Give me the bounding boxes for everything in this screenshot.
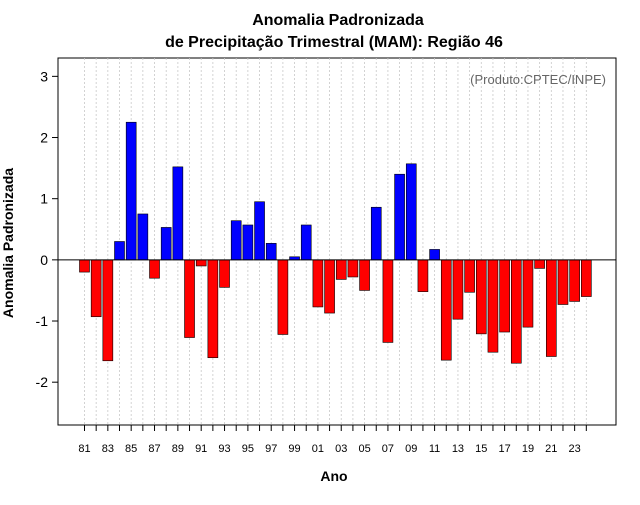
bar-1992 <box>207 259 219 359</box>
y-tick-label: -2 <box>36 374 49 390</box>
bar-2023 <box>569 259 580 302</box>
bar-1994 <box>230 220 242 261</box>
x-tick-label: 19 <box>522 443 534 455</box>
chart-title-line-2: de Precipitação Trimestral (MAM): Região… <box>165 34 503 51</box>
bar-1989 <box>172 166 184 261</box>
bar-1983 <box>102 259 114 362</box>
bar-2020 <box>534 259 545 269</box>
bar-2008 <box>394 173 405 261</box>
x-tick-label: 81 <box>78 443 90 455</box>
x-tick-label: 07 <box>382 443 394 455</box>
bar-2009 <box>405 163 417 261</box>
bar-2000 <box>300 224 312 261</box>
bar-2022 <box>557 259 569 305</box>
y-tick-label: 1 <box>40 191 48 207</box>
x-tick-label: 05 <box>358 443 370 455</box>
x-axis-title: Ano <box>320 468 347 484</box>
bar-1987 <box>149 259 160 279</box>
x-tick-label: 89 <box>172 443 184 455</box>
bar-2010 <box>417 259 429 292</box>
plot-frame <box>57 57 617 426</box>
grid-lines <box>84 58 587 425</box>
y-tick-label: 0 <box>40 252 48 268</box>
bar-1981 <box>79 259 90 273</box>
x-axis: 81 83 85 87 89 91 93 95 97 99 01 03 05 07 09 11 13 15 17 19… <box>78 425 587 455</box>
y-axis-title: Anomalia Padronizada <box>0 168 16 318</box>
x-tick-label: 87 <box>148 443 160 455</box>
bar-1993 <box>219 259 230 288</box>
credit-label: (Produto:CPTEC/INPE) <box>470 72 606 87</box>
y-tick-label: 2 <box>40 130 48 146</box>
x-tick-label: 93 <box>218 443 230 455</box>
bar-2016 <box>487 259 499 353</box>
bar-2013 <box>452 259 464 320</box>
x-tick-label: 15 <box>475 443 487 455</box>
bar-2015 <box>475 259 487 335</box>
x-tick-label: 13 <box>452 443 464 455</box>
bar-2018 <box>510 259 522 364</box>
bar-2005 <box>359 259 370 291</box>
y-tick-label: 3 <box>40 68 48 84</box>
x-tick-label: 17 <box>498 443 510 455</box>
x-tick-label: 09 <box>405 443 417 455</box>
bar-1991 <box>195 259 207 267</box>
x-tick-label: 23 <box>569 443 581 455</box>
x-tick-label: 91 <box>195 443 207 455</box>
y-tick-label: -1 <box>36 313 49 329</box>
x-tick-label: 97 <box>265 443 277 455</box>
x-tick-label: 01 <box>312 443 324 455</box>
bar-2006 <box>370 206 382 261</box>
x-tick-label: 83 <box>102 443 114 455</box>
bar-1996 <box>254 201 265 261</box>
bar-2001 <box>312 259 324 308</box>
y-axis: -2 -1 0 1 2 3 <box>36 68 58 390</box>
x-tick-label: 95 <box>242 443 254 455</box>
bar-1986 <box>137 213 149 261</box>
x-tick-label: 11 <box>429 443 440 455</box>
bar-2011 <box>429 249 440 261</box>
bar-1997 <box>265 243 277 261</box>
bars <box>79 121 592 364</box>
bar-1985 <box>125 121 137 261</box>
bar-2017 <box>499 259 510 333</box>
bar-2003 <box>335 259 347 280</box>
bar-1995 <box>242 224 254 261</box>
x-tick-label: 85 <box>125 443 137 455</box>
chart-title-line-1: Anomalia Padronizada <box>252 12 424 29</box>
bar-1982 <box>90 259 102 318</box>
bar-2012 <box>440 259 452 361</box>
bar-1990 <box>184 259 195 338</box>
bar-2004 <box>347 259 359 278</box>
bar-2002 <box>324 259 335 314</box>
x-tick-label: 99 <box>288 443 300 455</box>
bar-2014 <box>464 259 475 293</box>
bar-2019 <box>522 259 534 328</box>
bar-2007 <box>382 259 394 343</box>
bar-1984 <box>114 241 125 261</box>
bar-2024 <box>581 259 592 297</box>
bar-1988 <box>160 227 172 261</box>
x-tick-label: 21 <box>545 443 557 455</box>
bar-2021 <box>545 259 557 357</box>
x-tick-label: 03 <box>335 443 347 455</box>
bar-1998 <box>277 259 289 335</box>
